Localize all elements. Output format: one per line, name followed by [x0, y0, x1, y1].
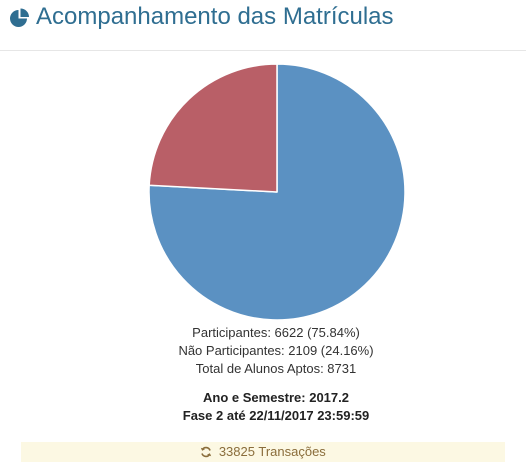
- stat-nao-participantes: Não Participantes: 2109 (24.16%): [178, 343, 374, 358]
- page-header: Acompanhamento das Matrículas: [0, 0, 526, 51]
- transactions-count: 33825 Transações: [218, 444, 326, 459]
- pie-chart-icon: [10, 8, 29, 27]
- refresh-icon: [201, 446, 212, 458]
- stat-participantes: Participantes: 6622 (75.84%): [192, 325, 360, 340]
- pie-slice-1[interactable]: [148, 63, 278, 193]
- page-title: Acompanhamento das Matrículas: [36, 3, 394, 30]
- ano-semestre: Ano e Semestre: 2017.2: [203, 390, 349, 405]
- pie-chart: [148, 63, 406, 321]
- period-block: Ano e Semestre: 2017.2 Fase 2 até 22/11/…: [0, 389, 526, 425]
- pie-slice-0[interactable]: [148, 63, 406, 321]
- fase-deadline: Fase 2 até 22/11/2017 23:59:59: [182, 408, 370, 423]
- transactions-bar: 33825 Transações: [21, 442, 505, 462]
- stats-block: Participantes: 6622 (75.84%) Não Partici…: [0, 324, 526, 378]
- stat-total: Total de Alunos Aptos: 8731: [195, 361, 357, 376]
